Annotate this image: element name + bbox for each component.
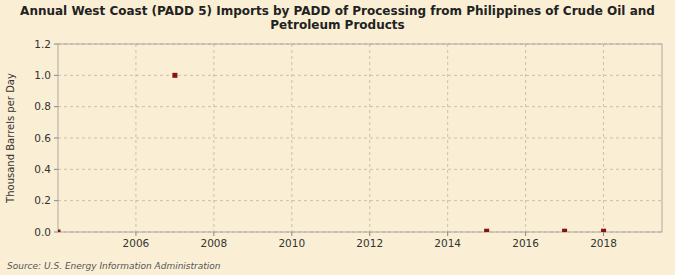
grid-line-y (58, 75, 662, 76)
title: Annual West Coast (PADD 5) Imports by PA… (20, 4, 655, 32)
tick-label-x: 2008 (201, 237, 228, 249)
grid (58, 44, 662, 232)
plot-frame (58, 44, 662, 232)
grid-line-x (603, 44, 604, 232)
source: Source: U.S. Energy Information Administ… (7, 261, 221, 271)
tick-label-x: 2018 (590, 237, 617, 249)
tick-label-y: 0.4 (34, 163, 51, 175)
tick-label-y: 1.0 (34, 69, 51, 81)
grid-line-y (58, 200, 662, 201)
tick-label-y: 1.2 (34, 38, 51, 50)
tick-label-y: 0.6 (34, 132, 51, 144)
tick-label-y: 0.2 (34, 194, 51, 206)
tick-x (369, 232, 370, 236)
points (58, 73, 606, 232)
background (0, 0, 675, 275)
tick-x (525, 232, 526, 236)
point (172, 73, 177, 78)
tick-label-x: 2012 (356, 237, 383, 249)
tick-label-y: 0.8 (34, 100, 51, 112)
point (601, 229, 606, 232)
tick-y (54, 44, 58, 45)
tick-y (54, 232, 58, 233)
point (58, 230, 61, 233)
point (484, 229, 489, 232)
tick-y (54, 138, 58, 139)
grid-line-x (525, 44, 526, 232)
tick-y (54, 200, 58, 201)
grid-line-y (58, 138, 662, 139)
tick-x (213, 232, 214, 236)
tick-label-y: 0.0 (34, 226, 51, 238)
tick-x (291, 232, 292, 236)
tick-y (54, 106, 58, 107)
tick-x (447, 232, 448, 236)
title-line: Annual West Coast (PADD 5) Imports by PA… (20, 4, 655, 18)
tick-x (135, 232, 136, 236)
tick-label-x: 2014 (434, 237, 461, 249)
grid-line-y (58, 169, 662, 170)
chart: Annual West Coast (PADD 5) Imports by PA… (0, 0, 675, 275)
tick-label-x: 2016 (512, 237, 539, 249)
point (562, 229, 567, 232)
tick-y (54, 169, 58, 170)
tick-label-x: 2006 (123, 237, 150, 249)
title-line: Petroleum Products (270, 18, 404, 32)
tick-x (603, 232, 604, 236)
grid-line-y (58, 106, 662, 107)
tick-label-x: 2010 (278, 237, 305, 249)
y-axis-label: Thousand Barrels per Day (5, 73, 16, 204)
tick-y (54, 75, 58, 76)
